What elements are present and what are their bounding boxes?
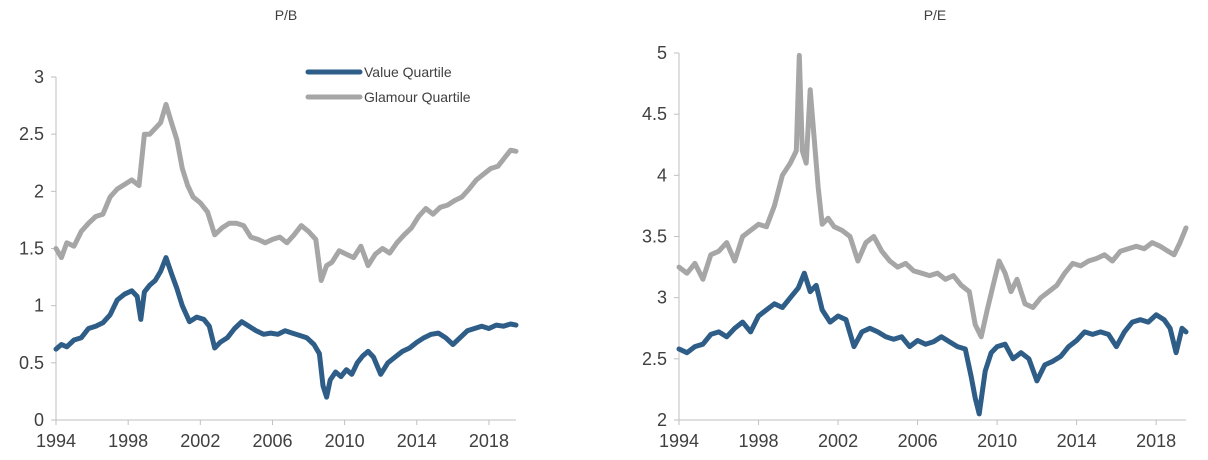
y-tick-label: 2.5 — [642, 349, 667, 369]
chart-title: P/B — [275, 7, 298, 23]
y-tick-label: 0.5 — [19, 353, 44, 373]
y-tick-label: 1 — [34, 296, 44, 316]
x-tick-label: 2018 — [469, 431, 509, 451]
glamour-quartile-line — [676, 52, 1189, 340]
y-tick-label: 2 — [657, 410, 667, 430]
x-tick-label: 2010 — [325, 431, 365, 451]
y-tick-label: 3.5 — [642, 227, 667, 247]
x-tick-label: 1998 — [739, 431, 779, 451]
x-tick-label: 2006 — [252, 431, 292, 451]
y-tick-label: 2.5 — [19, 124, 44, 144]
chart-title: P/E — [924, 7, 947, 23]
x-tick-label: 2002 — [818, 431, 858, 451]
y-tick-label: 4 — [657, 165, 667, 185]
x-tick-label: 2006 — [898, 431, 938, 451]
legend-label: Value Quartile — [364, 64, 452, 80]
legend: Value Quartile Glamour Quartile — [305, 64, 471, 105]
pb-chart: P/B 0 0.5 1 1.5 2 2.5 3 1994 1998 2002 2006 2010 2014… — [19, 7, 519, 451]
value-quartile-line — [676, 270, 1189, 417]
y-tick-label: 5 — [657, 43, 667, 63]
pe-chart: P/E 2 2.5 3 3.5 4 4.5 5 1994 1998 2002 2006 2010 2014… — [642, 7, 1189, 451]
x-tick-label: 2010 — [977, 431, 1017, 451]
y-tick-label: 4.5 — [642, 104, 667, 124]
legend-label: Glamour Quartile — [364, 89, 471, 105]
y-tick-label: 2 — [34, 181, 44, 201]
x-tick-label: 1994 — [36, 431, 76, 451]
y-tick-label: 0 — [34, 410, 44, 430]
x-tick-label: 2014 — [397, 431, 437, 451]
x-tick-label: 1994 — [659, 431, 699, 451]
x-tick-label: 2014 — [1057, 431, 1097, 451]
value-quartile-line — [53, 255, 519, 400]
x-tick-label: 1998 — [108, 431, 148, 451]
y-tick-label: 1.5 — [19, 239, 44, 259]
x-tick-label: 2018 — [1136, 431, 1176, 451]
glamour-quartile-line — [53, 101, 519, 283]
y-tick-label: 3 — [34, 67, 44, 87]
x-tick-label: 2002 — [180, 431, 220, 451]
y-tick-label: 3 — [657, 288, 667, 308]
